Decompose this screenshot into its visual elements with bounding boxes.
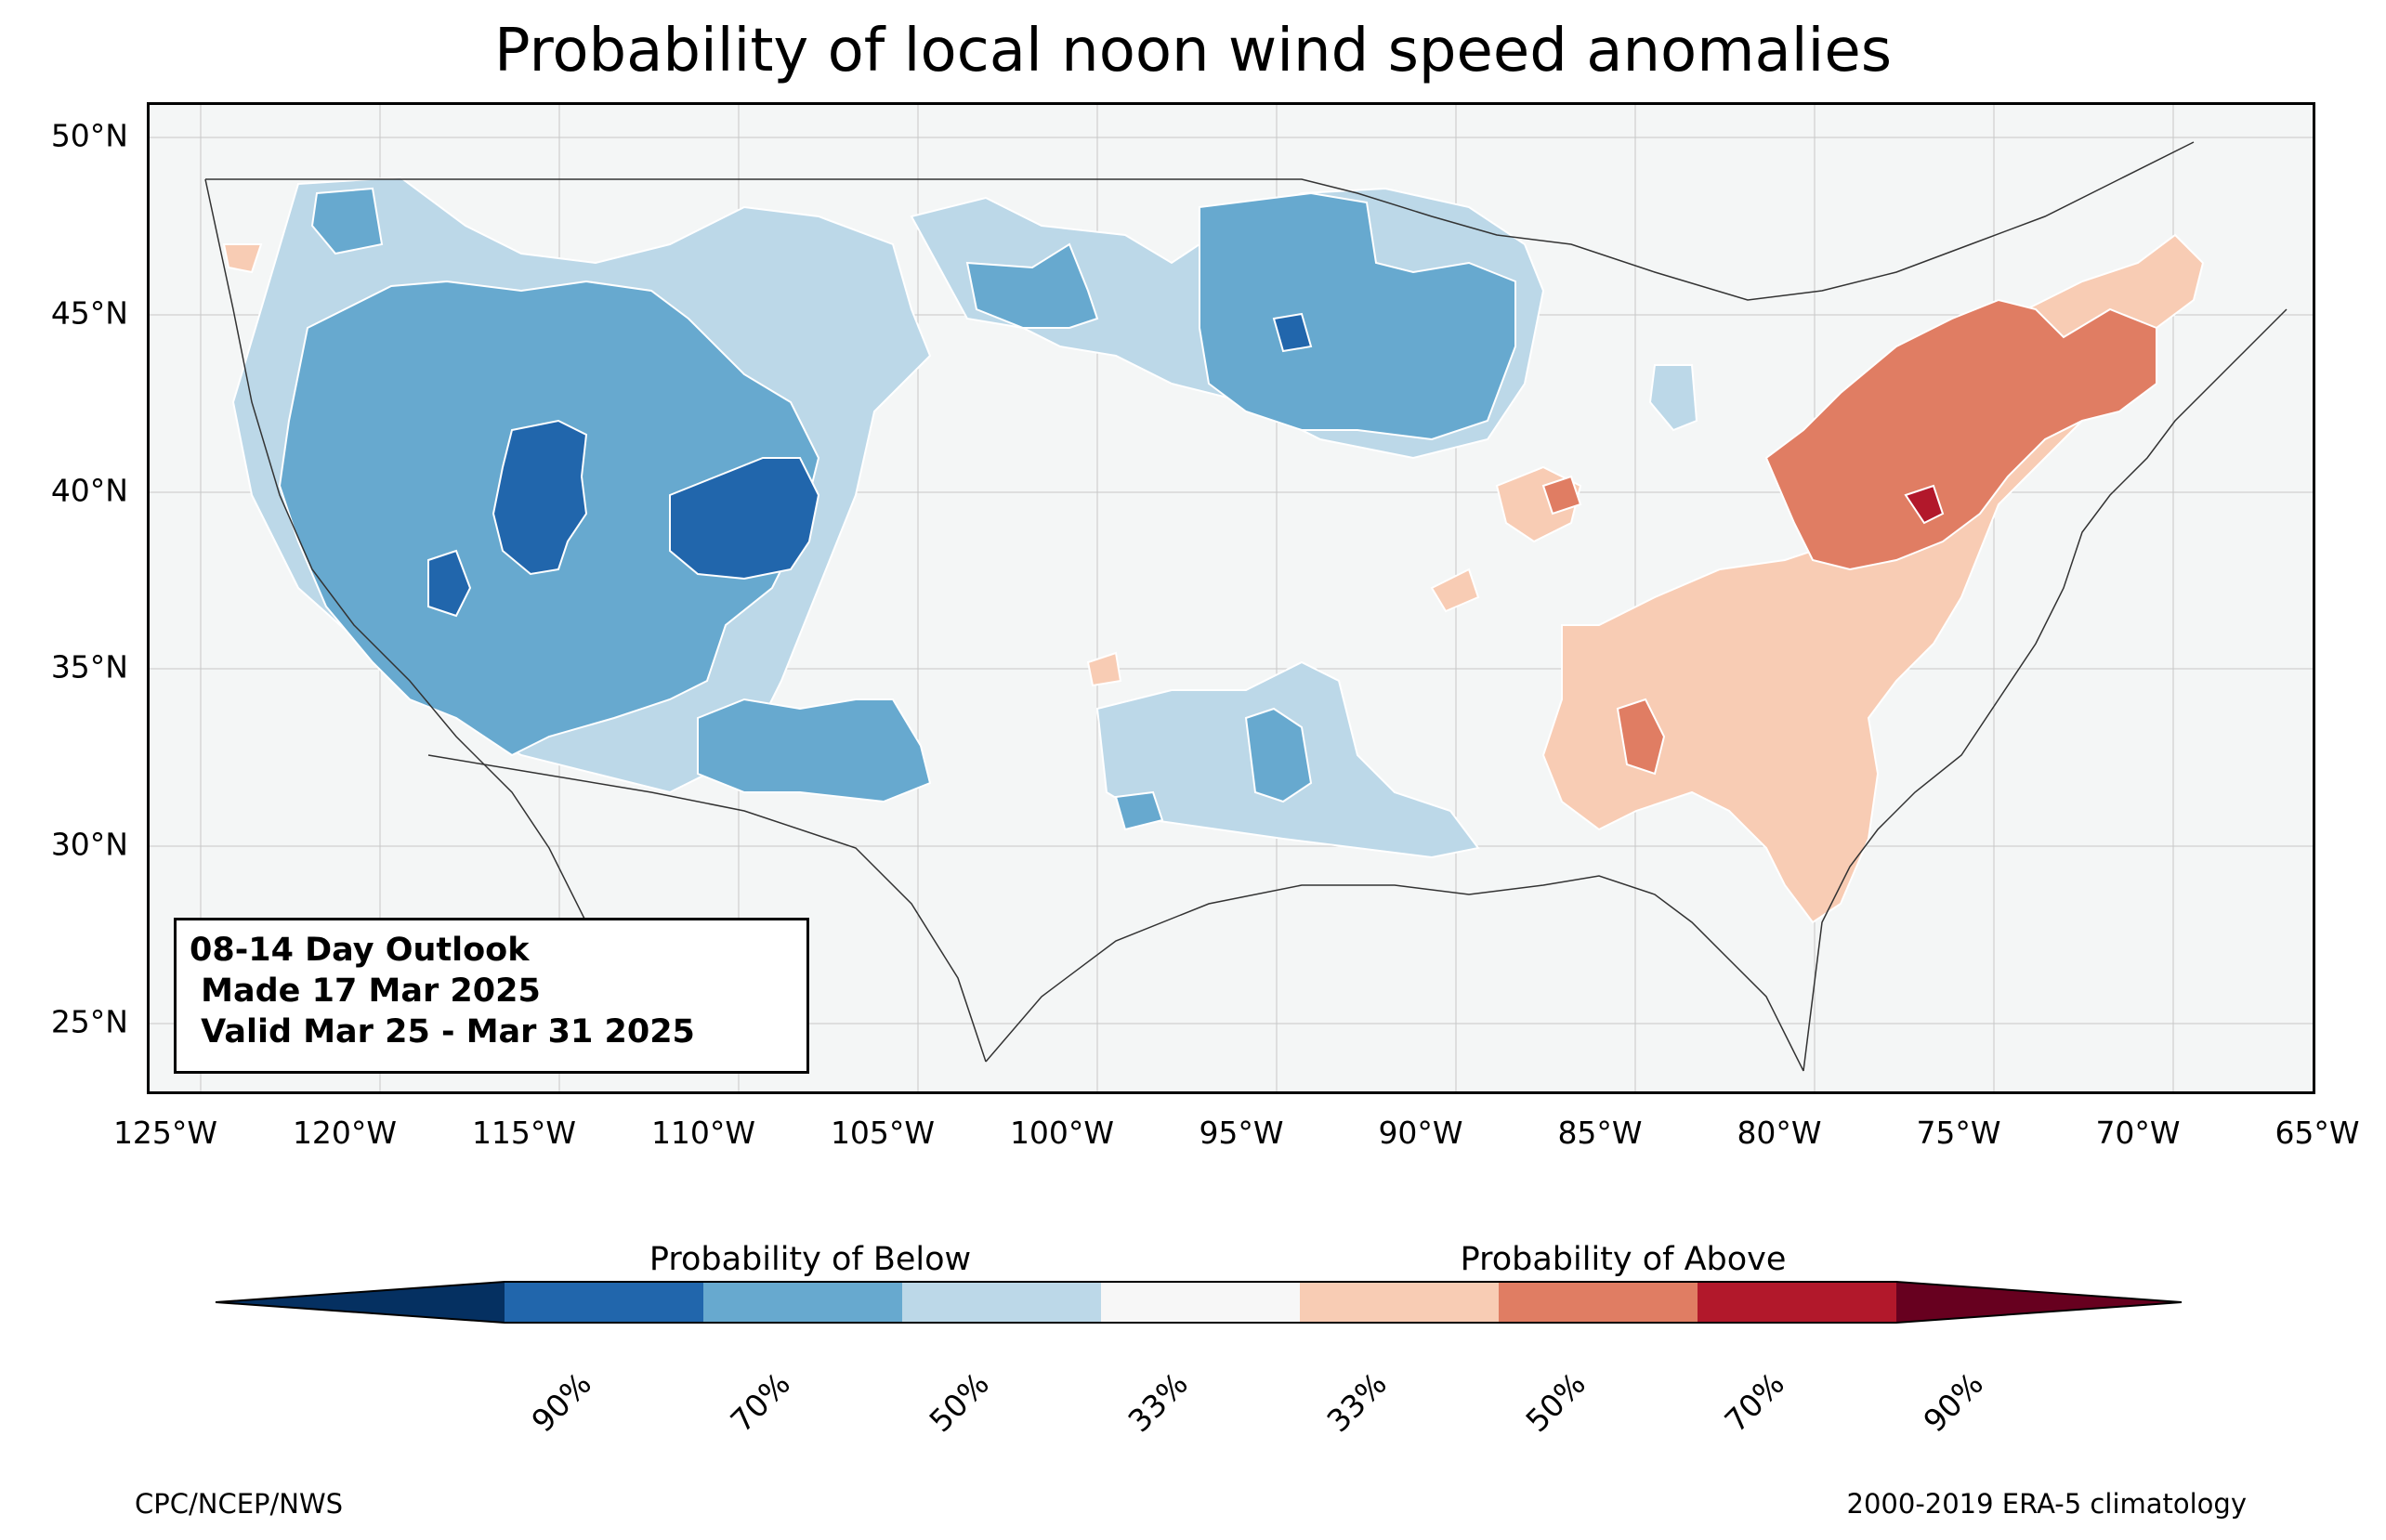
below-50-regions bbox=[278, 187, 1516, 831]
lon-label-95: 95°W bbox=[1199, 1115, 1284, 1151]
colorbar-tick-2: 50% bbox=[922, 1365, 996, 1440]
region-below-50-dakota bbox=[965, 242, 1099, 329]
lon-label-100: 100°W bbox=[1009, 1115, 1115, 1151]
lon-label-105: 105°W bbox=[830, 1115, 936, 1151]
coastline-west bbox=[204, 178, 652, 1072]
lon-label-125: 125°W bbox=[112, 1115, 218, 1151]
above-50-regions bbox=[1541, 298, 2157, 776]
region-below-33-ohio bbox=[1648, 364, 1698, 432]
region-below-70-utah bbox=[492, 419, 588, 576]
colorbar-tick-3: 33% bbox=[1121, 1365, 1195, 1440]
colorbar-segment-7 bbox=[1698, 1282, 1896, 1323]
above-70-regions bbox=[1904, 484, 1945, 525]
lat-label-45: 45°N bbox=[50, 294, 128, 332]
region-below-70-nevada bbox=[427, 549, 472, 618]
region-above-50-georgia bbox=[1616, 698, 1666, 776]
colorbar-outline bbox=[215, 1281, 2183, 1324]
colorbar-tick-1: 70% bbox=[723, 1365, 797, 1440]
region-above-33-oklahoma bbox=[1086, 651, 1122, 687]
region-above-70-maryland bbox=[1904, 484, 1945, 525]
lat-label-50: 50°N bbox=[50, 117, 128, 154]
region-below-50-texas bbox=[697, 698, 932, 803]
lon-label-85: 85°W bbox=[1557, 1115, 1643, 1151]
colorbar-segment-4 bbox=[1101, 1282, 1300, 1323]
lat-label-35: 35°N bbox=[50, 648, 128, 685]
lon-label-90: 90°W bbox=[1378, 1115, 1463, 1151]
colorbar-tick-7: 90% bbox=[1916, 1365, 1990, 1440]
region-above-33-kentucky bbox=[1430, 568, 1480, 613]
border-us-canada bbox=[205, 141, 2195, 301]
coastline-gulf bbox=[985, 875, 1804, 1072]
region-below-50-montana bbox=[310, 187, 384, 255]
map-boundaries bbox=[204, 141, 2288, 1072]
lon-label-75: 75°W bbox=[1916, 1115, 2001, 1151]
colorbar-segment-1 bbox=[505, 1282, 703, 1323]
border-us-mexico bbox=[427, 754, 987, 1063]
outlook-period: 08-14 Day Outlook bbox=[190, 932, 530, 969]
lon-label-120: 120°W bbox=[292, 1115, 398, 1151]
outlook-valid-range: Valid Mar 25 - Mar 31 2025 bbox=[190, 1013, 695, 1051]
colorbar-tick-0: 90% bbox=[524, 1365, 598, 1440]
colorbar bbox=[215, 1281, 2183, 1324]
region-below-70-colorado bbox=[669, 457, 820, 581]
colorbar-segment-2 bbox=[703, 1282, 902, 1323]
region-above-33-oregon bbox=[222, 243, 263, 274]
colorbar-tick-4: 33% bbox=[1319, 1365, 1394, 1440]
footer-source: CPC/NCEP/NWS bbox=[135, 1488, 344, 1520]
below-70-regions bbox=[427, 312, 1313, 618]
colorbar-below-label: Probability of Below bbox=[649, 1241, 972, 1278]
lon-label-110: 110°W bbox=[650, 1115, 756, 1151]
colorbar-segment-5 bbox=[1300, 1282, 1499, 1323]
colorbar-segment-6 bbox=[1499, 1282, 1698, 1323]
lat-label-40: 40°N bbox=[50, 472, 128, 509]
outlook-made-date: Made 17 Mar 2025 bbox=[190, 972, 541, 1010]
footer-climatology: 2000-2019 ERA-5 climatology bbox=[1846, 1488, 2247, 1520]
chart-title: Probability of local noon wind speed ano… bbox=[493, 17, 1893, 85]
colorbar-above-label: Probability of Above bbox=[1460, 1241, 1787, 1278]
coastline-atlantic bbox=[1803, 308, 2288, 1072]
lon-label-65: 65°W bbox=[2275, 1115, 2360, 1151]
colorbar-tick-6: 70% bbox=[1717, 1365, 1791, 1440]
lat-label-25: 25°N bbox=[50, 1003, 128, 1040]
region-below-50-upper-midwest bbox=[1199, 191, 1516, 441]
outlook-info-box: 08-14 Day Outlook Made 17 Mar 2025 Valid… bbox=[174, 918, 809, 1074]
region-below-50-arkla bbox=[1114, 790, 1164, 831]
region-below-50-louisiana bbox=[1244, 707, 1313, 803]
lon-label-70: 70°W bbox=[2095, 1115, 2181, 1151]
region-above-50-ohio bbox=[1541, 475, 1582, 516]
colorbar-segment-3 bbox=[902, 1282, 1101, 1323]
lon-label-115: 115°W bbox=[471, 1115, 577, 1151]
lon-label-80: 80°W bbox=[1737, 1115, 1822, 1151]
region-below-70-minnesota bbox=[1272, 312, 1313, 353]
region-above-50-northeast bbox=[1764, 298, 2157, 571]
map-canvas bbox=[150, 105, 2313, 1091]
colorbar-segment-0 bbox=[216, 1282, 505, 1323]
colorbar-tick-5: 50% bbox=[1518, 1365, 1593, 1440]
colorbar-segment-8 bbox=[1896, 1282, 2182, 1323]
lat-label-30: 30°N bbox=[50, 826, 128, 863]
